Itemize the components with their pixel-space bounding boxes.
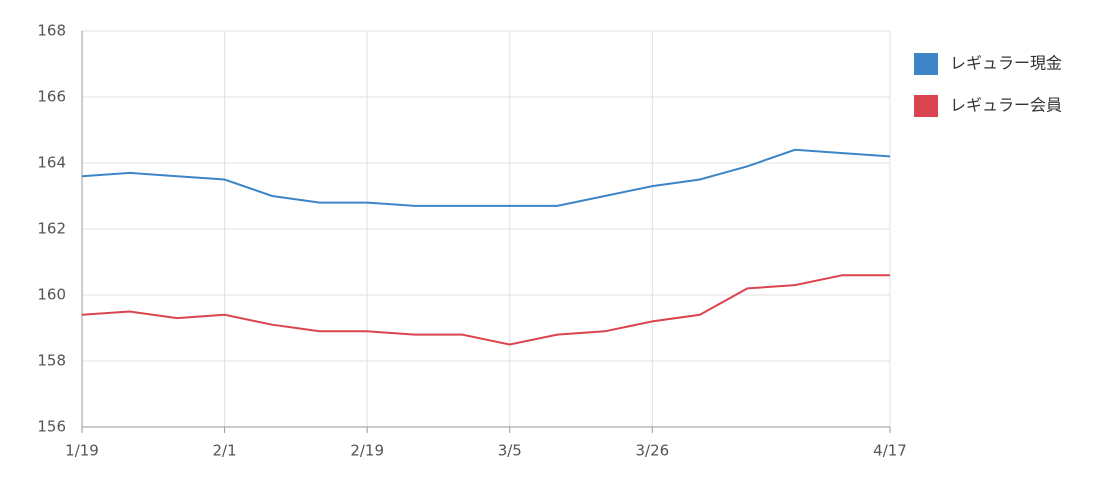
y-tick-label: 156	[37, 418, 66, 436]
x-tick-label: 3/26	[636, 442, 670, 460]
y-tick-label: 158	[37, 352, 66, 370]
y-tick-label: 166	[37, 88, 66, 106]
series-line	[81, 274, 890, 346]
x-tick-label: 4/17	[873, 442, 907, 460]
y-tick-label: 168	[37, 22, 66, 40]
y-tick-label: 160	[37, 286, 66, 304]
x-tick-label: 1/19	[65, 442, 99, 460]
legend-label: レギュラー現金	[950, 54, 1062, 73]
legend-swatch	[914, 53, 938, 75]
x-tick-label: 2/1	[213, 442, 237, 460]
series-line	[81, 148, 891, 207]
y-tick-label: 162	[37, 220, 66, 238]
y-tick-label: 164	[37, 154, 66, 172]
x-tick-label: 3/5	[498, 442, 522, 460]
legend-label: レギュラー会員	[950, 96, 1062, 115]
x-tick-label: 2/19	[350, 442, 384, 460]
legend-swatch	[914, 95, 938, 117]
